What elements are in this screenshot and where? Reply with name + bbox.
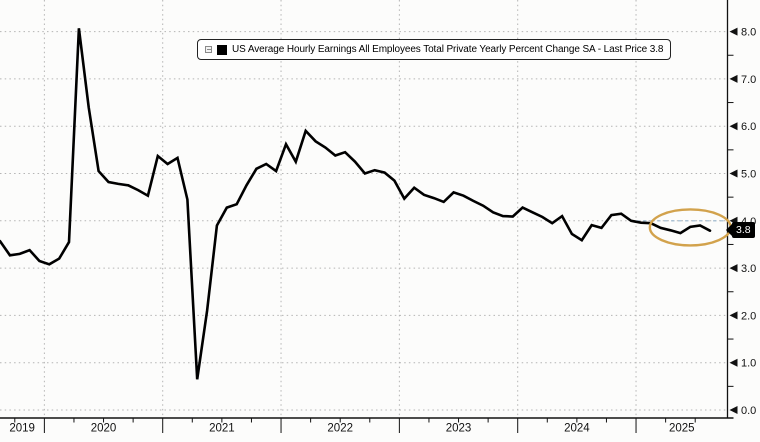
legend-collapse-icon[interactable]	[205, 46, 212, 53]
y-tick-arrow	[729, 122, 738, 131]
x-year-label: 2025	[669, 423, 695, 435]
last-price-badge: 3.8	[726, 222, 755, 239]
y-tick-arrow	[729, 264, 738, 273]
x-year-label: 2022	[327, 423, 353, 435]
legend[interactable]: US Average Hourly Earnings All Employees…	[197, 39, 672, 60]
y-tick-arrow	[729, 169, 738, 178]
y-tick-arrow	[729, 358, 738, 367]
y-tick-label: 3.0	[741, 263, 756, 275]
x-year-label: 2019	[9, 423, 35, 435]
y-tick-label: 7.0	[741, 74, 756, 86]
last-price-value: 3.8	[736, 224, 751, 237]
x-year-label: 2023	[446, 423, 472, 435]
y-tick-arrow	[729, 406, 738, 414]
legend-label: US Average Hourly Earnings All Employees…	[232, 44, 664, 55]
y-tick-label: 6.0	[741, 121, 756, 133]
y-tick-label: 0.0	[741, 405, 756, 417]
x-year-label: 2024	[564, 423, 590, 435]
x-year-label: 2021	[209, 423, 235, 435]
y-tick-label: 5.0	[741, 169, 756, 181]
series-marker-icon	[217, 44, 227, 55]
y-tick-label: 1.0	[741, 358, 756, 370]
y-tick-arrow	[729, 74, 738, 83]
y-tick-arrow	[729, 27, 738, 36]
x-year-label: 2020	[91, 423, 117, 435]
series-line	[0, 28, 712, 380]
y-tick-label: 2.0	[741, 310, 756, 322]
y-tick-arrow	[729, 311, 738, 320]
y-tick-label: 8.0	[741, 27, 756, 39]
